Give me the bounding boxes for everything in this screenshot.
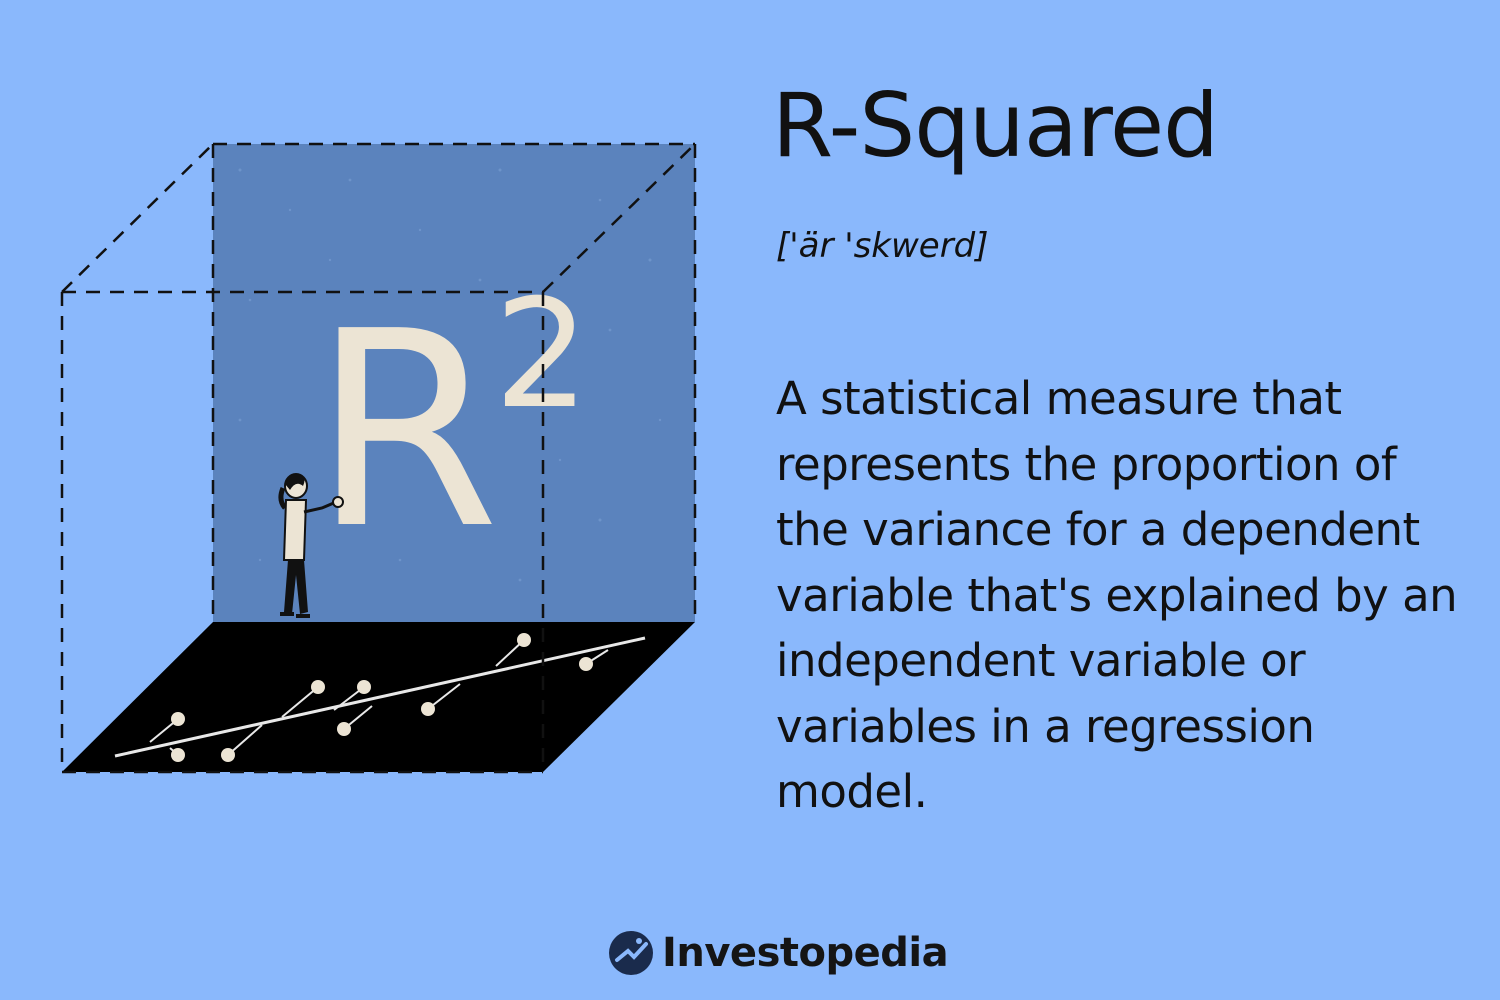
- data-point: [357, 680, 371, 694]
- face-texture: [238, 168, 662, 582]
- data-point: [337, 722, 351, 736]
- brand-name: Investopedia: [662, 930, 949, 976]
- data-point: [171, 748, 185, 762]
- regression-plot: [114, 633, 646, 762]
- brand-logo[interactable]: Investopedia: [608, 930, 949, 976]
- pronunciation: ['är 'skwerd]: [776, 226, 989, 266]
- data-point: [311, 680, 325, 694]
- definition-text: A statistical measure that represents th…: [776, 372, 1458, 818]
- data-point: [421, 702, 435, 716]
- data-point: [579, 657, 593, 671]
- investopedia-logo-icon: [609, 931, 653, 975]
- r-squared-cube-illustration: R 2: [60, 142, 697, 774]
- r-squared-symbol: R: [312, 273, 500, 588]
- data-point: [221, 748, 235, 762]
- page-title: R-Squared: [772, 74, 1219, 177]
- regression-line: [114, 636, 646, 758]
- data-point: [171, 712, 185, 726]
- squared-exponent: 2: [494, 268, 589, 442]
- cube-wireframe: [60, 142, 697, 774]
- person-figure: [278, 473, 344, 618]
- data-point: [517, 633, 531, 647]
